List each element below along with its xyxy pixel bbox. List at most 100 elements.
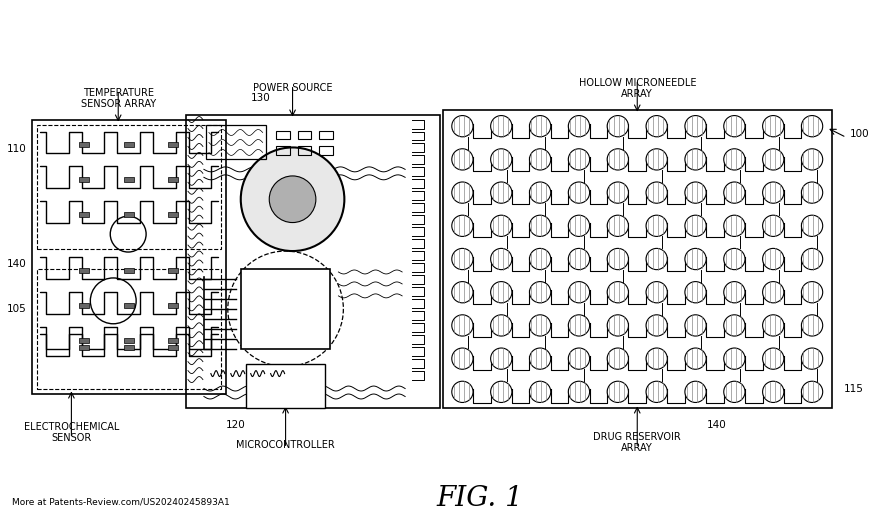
Circle shape bbox=[802, 348, 823, 369]
Circle shape bbox=[491, 149, 512, 170]
Circle shape bbox=[491, 315, 512, 336]
Text: More at Patents-Review.com/US20240245893A1: More at Patents-Review.com/US20240245893… bbox=[11, 497, 230, 507]
Circle shape bbox=[723, 182, 745, 203]
Circle shape bbox=[491, 348, 512, 369]
Circle shape bbox=[763, 315, 784, 336]
Circle shape bbox=[491, 215, 512, 236]
Circle shape bbox=[451, 149, 473, 170]
Bar bbox=[124, 143, 134, 147]
Circle shape bbox=[568, 182, 590, 203]
Circle shape bbox=[451, 282, 473, 303]
Text: POWER SOURCE: POWER SOURCE bbox=[253, 83, 333, 93]
Circle shape bbox=[491, 115, 512, 137]
Circle shape bbox=[568, 115, 590, 137]
Circle shape bbox=[568, 348, 590, 369]
Circle shape bbox=[763, 115, 784, 137]
Bar bbox=[124, 303, 134, 308]
Bar bbox=[297, 130, 312, 140]
Bar bbox=[168, 268, 179, 273]
Bar bbox=[124, 338, 134, 342]
Bar bbox=[32, 119, 226, 393]
Text: 110: 110 bbox=[7, 144, 26, 154]
Circle shape bbox=[685, 248, 706, 270]
Circle shape bbox=[646, 348, 667, 369]
Text: MICROCONTROLLER: MICROCONTROLLER bbox=[236, 440, 335, 450]
Circle shape bbox=[802, 282, 823, 303]
Circle shape bbox=[723, 215, 745, 236]
Circle shape bbox=[723, 282, 745, 303]
Bar bbox=[37, 269, 221, 388]
Circle shape bbox=[451, 115, 473, 137]
Text: 140: 140 bbox=[7, 259, 26, 269]
Bar bbox=[124, 268, 134, 273]
Circle shape bbox=[530, 115, 551, 137]
Text: 100: 100 bbox=[849, 129, 869, 140]
Circle shape bbox=[802, 315, 823, 336]
Bar bbox=[79, 303, 89, 308]
Circle shape bbox=[491, 182, 512, 203]
Circle shape bbox=[530, 215, 551, 236]
Text: 115: 115 bbox=[843, 384, 863, 393]
Circle shape bbox=[723, 381, 745, 402]
Circle shape bbox=[568, 282, 590, 303]
Bar bbox=[37, 125, 221, 249]
Circle shape bbox=[685, 315, 706, 336]
Circle shape bbox=[451, 215, 473, 236]
Circle shape bbox=[685, 215, 706, 236]
Circle shape bbox=[530, 348, 551, 369]
Circle shape bbox=[763, 182, 784, 203]
Bar bbox=[275, 146, 290, 156]
Bar bbox=[79, 177, 89, 182]
Circle shape bbox=[763, 348, 784, 369]
Circle shape bbox=[491, 282, 512, 303]
Circle shape bbox=[241, 147, 344, 251]
Text: HOLLOW MICRONEEDLE
ARRAY: HOLLOW MICRONEEDLE ARRAY bbox=[578, 78, 696, 99]
Circle shape bbox=[763, 215, 784, 236]
Bar bbox=[319, 130, 334, 140]
Text: FIG. 1: FIG. 1 bbox=[436, 485, 524, 511]
Bar bbox=[168, 303, 179, 308]
Circle shape bbox=[451, 381, 473, 402]
Circle shape bbox=[685, 282, 706, 303]
Bar bbox=[79, 143, 89, 147]
Circle shape bbox=[269, 176, 316, 222]
Circle shape bbox=[530, 248, 551, 270]
Circle shape bbox=[685, 348, 706, 369]
Bar bbox=[297, 146, 312, 156]
Circle shape bbox=[685, 115, 706, 137]
Circle shape bbox=[723, 115, 745, 137]
Circle shape bbox=[802, 115, 823, 137]
Bar bbox=[79, 268, 89, 273]
Circle shape bbox=[607, 149, 628, 170]
Circle shape bbox=[723, 149, 745, 170]
Bar bbox=[319, 146, 334, 156]
Circle shape bbox=[646, 381, 667, 402]
Circle shape bbox=[685, 182, 706, 203]
Bar bbox=[79, 338, 89, 342]
Circle shape bbox=[763, 282, 784, 303]
Text: 140: 140 bbox=[707, 420, 727, 431]
Circle shape bbox=[451, 315, 473, 336]
Bar bbox=[206, 125, 266, 160]
Bar bbox=[168, 177, 179, 182]
Circle shape bbox=[607, 115, 628, 137]
Circle shape bbox=[607, 182, 628, 203]
Circle shape bbox=[530, 282, 551, 303]
Bar bbox=[186, 114, 440, 408]
Circle shape bbox=[568, 215, 590, 236]
Circle shape bbox=[802, 149, 823, 170]
Bar bbox=[124, 345, 134, 350]
Bar bbox=[124, 177, 134, 182]
Bar bbox=[241, 269, 330, 349]
Circle shape bbox=[685, 381, 706, 402]
Circle shape bbox=[646, 215, 667, 236]
Circle shape bbox=[802, 248, 823, 270]
Circle shape bbox=[763, 381, 784, 402]
Circle shape bbox=[802, 182, 823, 203]
Circle shape bbox=[568, 381, 590, 402]
Circle shape bbox=[685, 149, 706, 170]
Bar bbox=[79, 212, 89, 217]
Bar bbox=[168, 338, 179, 342]
Circle shape bbox=[530, 381, 551, 402]
Bar bbox=[168, 143, 179, 147]
